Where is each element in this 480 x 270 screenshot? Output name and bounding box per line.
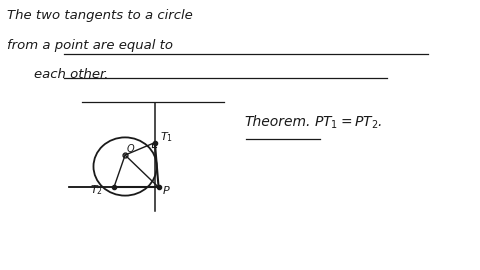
Text: $P$: $P$	[162, 184, 171, 195]
Text: from a point are equal to: from a point are equal to	[7, 39, 173, 52]
Text: $T_1$: $T_1$	[160, 130, 173, 144]
Text: $T_2$: $T_2$	[90, 184, 103, 197]
Text: O: O	[126, 144, 134, 154]
Text: $PT_1=PT_2$.: $PT_1=PT_2$.	[314, 115, 383, 131]
Text: The two tangents to a circle: The two tangents to a circle	[7, 9, 193, 22]
Text: Theorem.: Theorem.	[245, 115, 311, 129]
Text: each other.: each other.	[34, 68, 108, 80]
